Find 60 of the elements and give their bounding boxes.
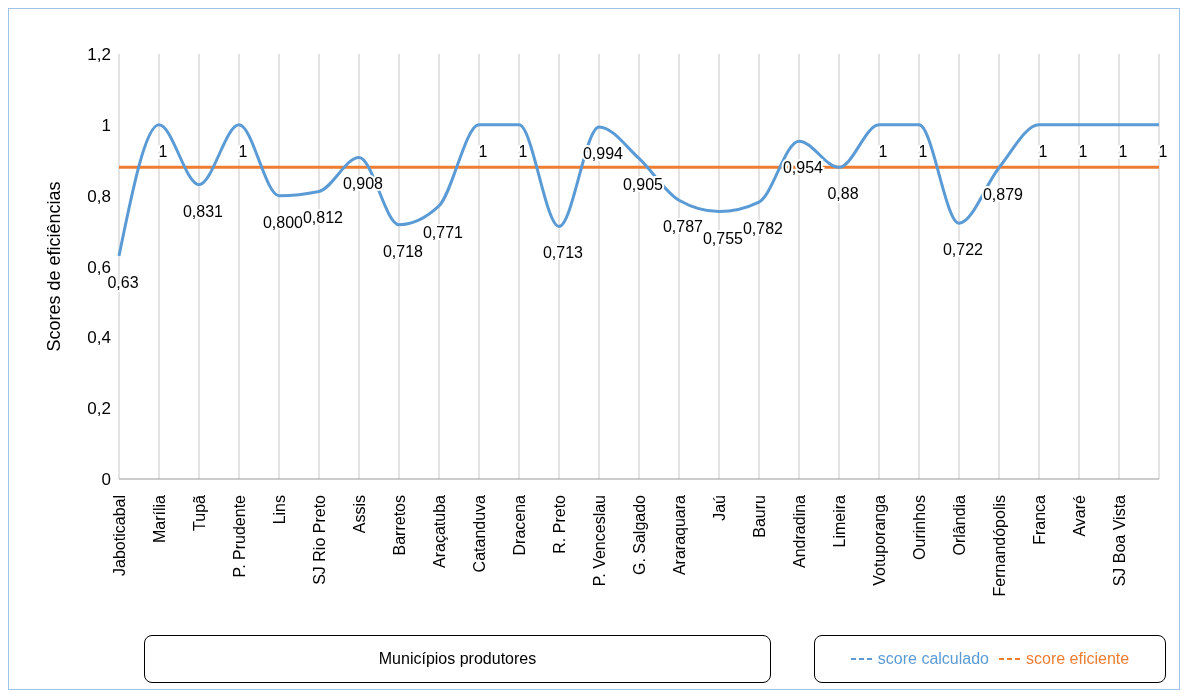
data-label: 0,771 [422,223,464,241]
x-tick-label: Lins [270,495,288,525]
x-tick-label: Dracena [510,494,528,556]
x-tick-label: Limeira [830,494,848,548]
x-tick-label: R. Preto [550,494,568,554]
data-label: 1 [1038,142,1048,160]
x-tick-label: Votuporanga [870,494,888,586]
y-tick-label: 1,2 [87,45,111,65]
x-tick-label: Tupã [190,494,208,531]
x-tick-label: Catanduva [470,494,488,573]
data-label: 1 [518,142,528,160]
data-label: 1 [1118,142,1128,160]
y-tick-label: 0,8 [87,186,111,206]
x-tick-label: Ourinhos [910,495,928,560]
line-series [117,123,1161,258]
x-tick-label: Orlândia [950,494,968,556]
data-label: 1 [1078,142,1088,160]
x-tick-label: SJ Boa Vista [1110,494,1128,587]
data-label: 1 [238,142,248,160]
x-tick-label: Marília [150,494,168,544]
y-tick-label: 1 [101,115,111,135]
legend-label: score eficiente [1025,650,1130,668]
data-label: 0,782 [742,220,784,238]
data-label: 0,718 [382,242,424,260]
legend-label: score calculado [876,650,989,668]
x-tick-label: Franca [1030,494,1048,545]
x-tick-label: Jaboticabal [110,495,128,576]
data-label: 0,905 [622,176,664,194]
x-tick-label: Fernandópolis [990,495,1008,597]
x-tick-label: Araçatuba [430,494,448,568]
data-label: 1 [158,142,168,160]
data-label: 0,755 [702,229,744,247]
x-tick-label: P. Prudente [230,494,248,578]
y-tick-label: 0,4 [87,328,111,348]
x-tick-label: Bauru [750,495,768,538]
y-tick-label: 0,2 [87,399,111,419]
x-tick-label: Avaré [1070,494,1088,537]
x-tick-label: Barretos [390,495,408,556]
x-tick-label: P. Venceslau [590,495,608,587]
x-tick-label: Jaú [710,495,728,521]
x-tick-label: Araraquara [670,494,688,576]
x-tick-label: SJ Rio Preto [310,494,328,585]
data-label: 0,88 [827,185,859,203]
data-label: 0,879 [982,185,1024,203]
data-label: 0,713 [542,244,584,262]
data-label: 0,812 [302,209,344,227]
x-axis-title: Municípios produtores [144,635,771,683]
data-label: 1 [918,142,928,160]
x-tick-label: G. Salgado [630,494,648,576]
y-tick-label: 0 [101,470,111,490]
x-tick-label: Andradina [790,494,808,568]
data-label: 1 [1158,142,1168,160]
data-label: 0,722 [942,241,984,259]
data-label: 0,787 [662,218,704,236]
data-label: 0,831 [182,202,224,220]
data-label: 1 [478,142,488,160]
data-label: 1 [878,142,888,160]
data-label: 0,800 [262,213,304,231]
y-axis-title: Scores de eficiências [44,181,65,352]
x-tick-label: Assis [350,495,368,534]
